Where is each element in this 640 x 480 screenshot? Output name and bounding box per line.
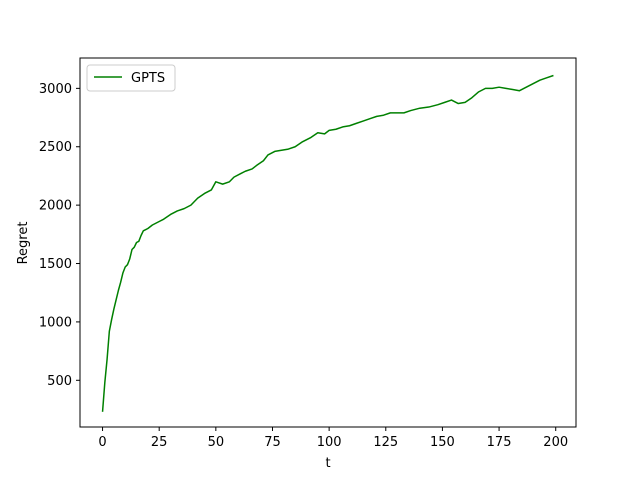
y-tick-label: 1500 [39,257,72,272]
x-tick-label: 25 [151,435,168,450]
y-tick-label: 1000 [39,315,72,330]
legend-label: GPTS [131,71,165,86]
x-tick-label: 75 [264,435,281,450]
y-axis-label: Regret [16,222,31,265]
x-tick-label: 125 [373,435,398,450]
legend-box [86,64,176,92]
series-line-gpts [101,74,554,412]
x-tick-label: 200 [543,435,568,450]
plot-background [80,58,576,427]
x-tick-label: 50 [208,435,225,450]
legend: GPTS [86,64,176,92]
x-tick-label: 0 [98,435,106,450]
x-axis-label: t [325,456,330,471]
y-axis-ticks: 500 1000 1500 2000 2500 3000 [39,82,80,389]
plot-frame [79,57,577,428]
x-axis-ticks: 0 25 50 75 100 125 150 175 200 [98,427,568,450]
series-group [101,74,554,412]
y-tick-label: 2500 [39,140,72,155]
x-tick-label: 175 [487,435,512,450]
y-tick-label: 2000 [39,199,72,214]
x-tick-label: 100 [317,435,342,450]
x-tick-label: 150 [430,435,455,450]
y-tick-label: 3000 [39,82,72,97]
y-tick-label: 500 [47,374,72,389]
